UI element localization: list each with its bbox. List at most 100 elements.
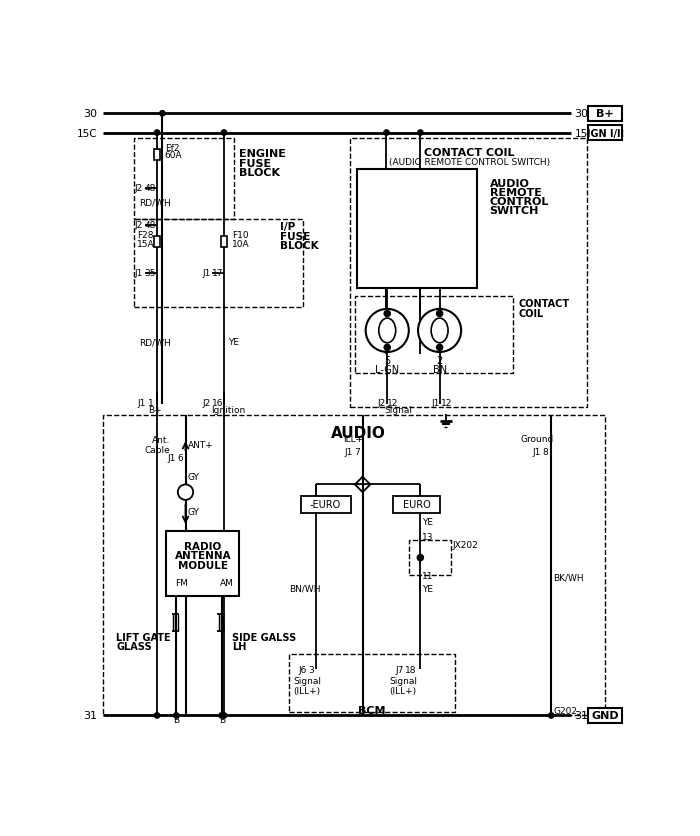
Circle shape <box>154 130 160 136</box>
Text: (AUDIO REMOTE CONTROL SWITCH): (AUDIO REMOTE CONTROL SWITCH) <box>389 157 550 166</box>
Text: J1: J1 <box>532 447 540 456</box>
Bar <box>588 106 622 122</box>
Circle shape <box>221 130 227 136</box>
Text: B+: B+ <box>148 405 162 415</box>
Bar <box>409 540 452 575</box>
Text: BLOCK: BLOCK <box>280 241 318 251</box>
Text: J2: J2 <box>377 398 386 407</box>
Text: 6: 6 <box>177 453 183 462</box>
Text: CONTROL: CONTROL <box>490 196 549 206</box>
Text: BCM: BCM <box>358 706 386 715</box>
Text: 30: 30 <box>83 110 97 120</box>
Circle shape <box>384 345 391 351</box>
Text: FUSE: FUSE <box>280 232 311 242</box>
Text: IGN I/II: IGN I/II <box>587 129 624 139</box>
Text: EURO: EURO <box>402 500 430 510</box>
Text: I/P: I/P <box>280 222 295 232</box>
Text: 16: 16 <box>213 398 224 407</box>
Text: J1: J1 <box>344 447 353 456</box>
Text: 11: 11 <box>422 571 433 580</box>
Text: AUDIO: AUDIO <box>490 178 529 188</box>
Text: 12: 12 <box>387 398 398 407</box>
Circle shape <box>384 130 389 136</box>
Circle shape <box>219 713 225 718</box>
Text: 31: 31 <box>83 711 97 721</box>
Bar <box>357 170 477 288</box>
Text: YE: YE <box>422 517 433 527</box>
Text: L-GN: L-GN <box>375 364 399 375</box>
Text: J6: J6 <box>298 665 307 674</box>
Text: 10A: 10A <box>232 240 249 248</box>
Text: Ignition: Ignition <box>211 405 245 415</box>
Text: 8: 8 <box>542 447 548 456</box>
Text: SIDE GALSS: SIDE GALSS <box>232 632 296 642</box>
Text: GLASS: GLASS <box>116 641 152 651</box>
Bar <box>103 393 606 412</box>
Text: FM: FM <box>176 579 188 588</box>
Text: J1: J1 <box>138 398 146 407</box>
Text: MODULE: MODULE <box>178 560 228 570</box>
Text: 35: 35 <box>145 269 156 278</box>
Text: GY: GY <box>188 507 200 517</box>
Text: Ant.
Cable: Ant. Cable <box>144 436 170 455</box>
Text: J1: J1 <box>167 453 176 462</box>
Text: SWITCH: SWITCH <box>490 206 539 216</box>
Text: BN/WH: BN/WH <box>290 584 321 594</box>
Bar <box>154 150 160 161</box>
Text: B: B <box>218 716 225 725</box>
Text: Signal: Signal <box>293 676 321 686</box>
Text: 12: 12 <box>441 398 452 407</box>
Text: F28: F28 <box>137 231 153 239</box>
Text: Signal: Signal <box>384 405 412 415</box>
Text: 15C: 15C <box>574 129 595 139</box>
Text: 15A: 15A <box>137 240 155 248</box>
Text: 30: 30 <box>574 110 588 120</box>
Bar <box>393 497 440 513</box>
Text: (ILL+): (ILL+) <box>390 686 416 696</box>
Text: REMOTE: REMOTE <box>490 187 542 197</box>
Bar <box>134 220 303 308</box>
Text: CONTACT: CONTACT <box>519 299 570 309</box>
Text: 1: 1 <box>148 398 153 407</box>
Text: BLOCK: BLOCK <box>239 168 281 177</box>
Text: GY: GY <box>188 472 200 482</box>
Text: CONTACT COIL: CONTACT COIL <box>424 148 515 158</box>
Text: RADIO: RADIO <box>184 542 221 552</box>
Text: 5: 5 <box>384 355 391 365</box>
Circle shape <box>418 309 461 353</box>
Bar <box>134 139 234 220</box>
Text: 13: 13 <box>422 533 433 542</box>
Text: YE: YE <box>422 584 433 594</box>
Text: 17: 17 <box>213 269 224 278</box>
Text: 48: 48 <box>145 184 156 193</box>
Circle shape <box>154 713 160 718</box>
Circle shape <box>221 713 227 718</box>
Bar <box>221 237 227 248</box>
Text: J1: J1 <box>202 269 211 278</box>
Circle shape <box>418 130 423 136</box>
Text: 3: 3 <box>308 665 314 674</box>
Text: Ef2: Ef2 <box>164 144 179 152</box>
Text: ILL+: ILL+ <box>344 434 363 443</box>
Text: LH: LH <box>232 641 246 651</box>
Text: ANT+: ANT+ <box>188 441 214 450</box>
Text: GND: GND <box>592 711 619 721</box>
Text: (ILL+): (ILL+) <box>293 686 321 696</box>
Text: B: B <box>173 716 179 725</box>
Bar <box>588 708 622 723</box>
Circle shape <box>365 309 409 353</box>
Text: 60A: 60A <box>164 151 182 161</box>
Bar <box>103 415 606 716</box>
Circle shape <box>160 111 165 117</box>
Text: 15C: 15C <box>76 129 97 139</box>
Text: Signal: Signal <box>390 676 418 686</box>
Text: AUDIO: AUDIO <box>331 425 386 440</box>
Ellipse shape <box>431 319 448 344</box>
Text: J1: J1 <box>135 269 143 278</box>
Text: AM: AM <box>220 579 234 588</box>
Circle shape <box>437 345 442 351</box>
Circle shape <box>178 485 193 500</box>
Circle shape <box>437 311 442 317</box>
Text: J7: J7 <box>395 665 403 674</box>
Text: J2: J2 <box>135 222 143 230</box>
